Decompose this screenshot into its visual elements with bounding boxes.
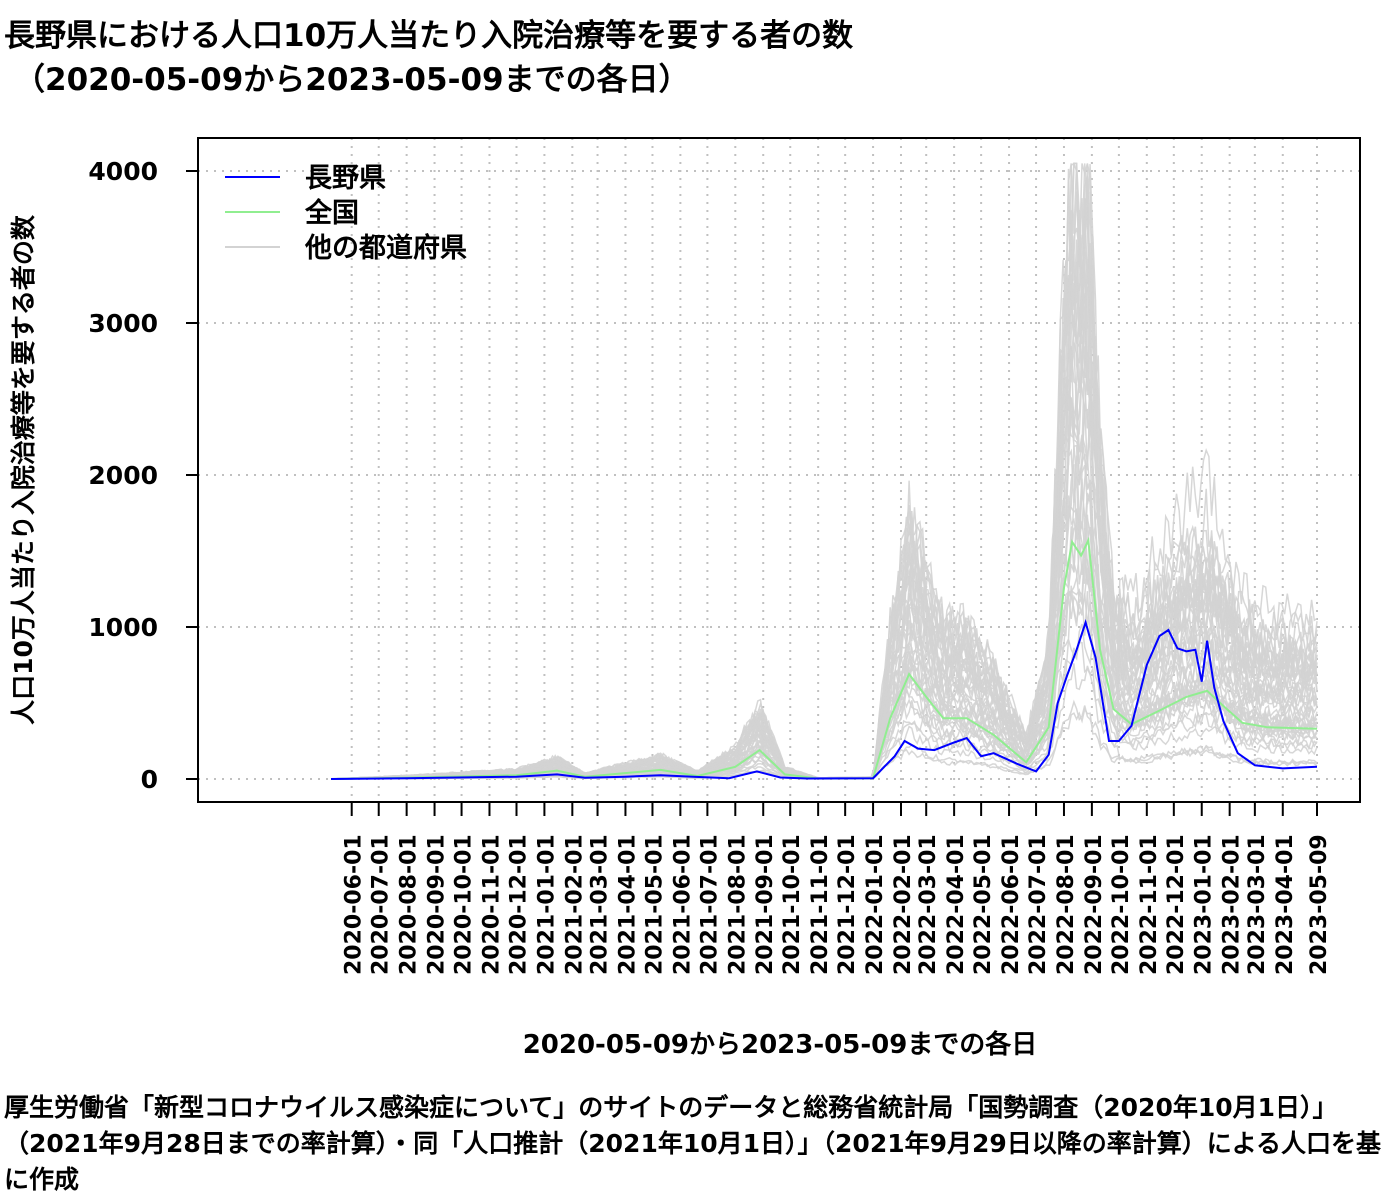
x-tick-label: 2022-10-01 [1109, 834, 1134, 975]
x-tick-label: 2022-12-01 [1164, 834, 1189, 975]
x-tick-label: 2022-11-01 [1137, 834, 1162, 975]
x-tick-label: 2022-07-01 [1026, 834, 1051, 975]
x-tick-label: 2021-12-01 [835, 834, 860, 975]
source-caption: 厚生労働省「新型コロナウイルス感染症について」のサイトのデータと総務省統計局「国… [4, 1093, 1382, 1194]
legend-label: 全国 [304, 197, 359, 229]
other-prefecture-line [330, 162, 1318, 780]
x-tick-label: 2021-02-01 [562, 834, 587, 975]
x-tick-label: 2022-08-01 [1054, 834, 1079, 975]
other-prefecture-line [330, 191, 1318, 780]
x-tick-label: 2021-03-01 [588, 834, 613, 975]
x-tick-label: 2020-12-01 [506, 834, 531, 975]
x-tick-label: 2021-05-01 [642, 834, 667, 975]
other-prefecture-line [330, 163, 1318, 780]
y-axis-label: 人口10万人当たり入院治療等を要する者の数 [9, 214, 38, 725]
y-tick-label: 1000 [88, 613, 158, 642]
x-tick-label: 2021-04-01 [615, 834, 640, 975]
x-tick-label: 2020-07-01 [369, 834, 394, 975]
x-axis: 2020-06-01 2020-07-01 2020-08-01 2020-09-01… [342, 801, 1332, 975]
other-prefecture-line [330, 162, 1318, 780]
y-tick-label: 4000 [88, 157, 158, 186]
x-tick-label: 2022-01-01 [863, 834, 888, 975]
title-line1: 長野県における人口10万人当たり入院治療等を要する者の数 [4, 18, 854, 54]
series-line-national [330, 536, 1318, 780]
y-axis: 0 1000 2000 3000 4000 [88, 157, 198, 794]
x-tick-label: 2020-09-01 [425, 834, 450, 975]
legend-label: 長野県 [305, 163, 386, 194]
x-tick-label: 2022-06-01 [999, 834, 1024, 975]
x-tick-label: 2022-04-01 [944, 834, 969, 975]
other-prefectures-layer [330, 162, 1318, 780]
x-tick-label: 2022-03-01 [916, 834, 941, 975]
title-line2: （2020-05-09から2023-05-09までの各日） [14, 62, 690, 98]
x-tick-label: 2020-11-01 [479, 834, 504, 975]
x-tick-label: 2023-01-01 [1192, 834, 1217, 975]
x-tick-label: 2021-07-01 [697, 834, 722, 975]
x-tick-label: 2023-02-01 [1220, 834, 1245, 975]
other-prefecture-line [330, 175, 1318, 780]
x-tick-label: 2021-06-01 [670, 834, 695, 975]
chart-title: 長野県における人口10万人当たり入院治療等を要する者の数 （2020-05-09… [4, 14, 853, 102]
x-tick-label: 2023-03-01 [1245, 834, 1270, 975]
x-tick-label: 2022-02-01 [891, 834, 916, 975]
series-line-nagano [330, 618, 1318, 780]
x-tick-label: 2020-10-01 [452, 834, 477, 975]
x-tick-label: 2022-05-01 [971, 834, 996, 975]
x-tick-label: 2021-11-01 [808, 834, 833, 975]
other-prefecture-line [330, 191, 1318, 780]
x-axis-label: 2020-05-09から2023-05-09までの各日 [522, 1030, 1038, 1060]
x-tick-label: 2023-04-01 [1273, 834, 1298, 975]
legend-label: 他の都道府県 [304, 232, 467, 264]
y-tick-label: 2000 [88, 461, 158, 490]
other-prefecture-line [330, 164, 1318, 780]
x-tick-label: 2022-09-01 [1082, 834, 1107, 975]
x-tick-label: 2020-08-01 [397, 834, 422, 975]
series-layer [330, 536, 1318, 780]
x-tick-label: 2021-09-01 [753, 834, 778, 975]
x-tick-label: 2021-10-01 [780, 834, 805, 975]
x-tick-label: 2023-05-09 [1307, 834, 1332, 975]
y-tick-label: 0 [141, 765, 158, 794]
x-tick-label: 2020-06-01 [342, 834, 367, 975]
x-tick-label: 2021-08-01 [725, 834, 750, 975]
other-prefecture-line [330, 162, 1318, 780]
y-tick-label: 3000 [88, 309, 158, 338]
x-tick-label: 2021-01-01 [534, 834, 559, 975]
